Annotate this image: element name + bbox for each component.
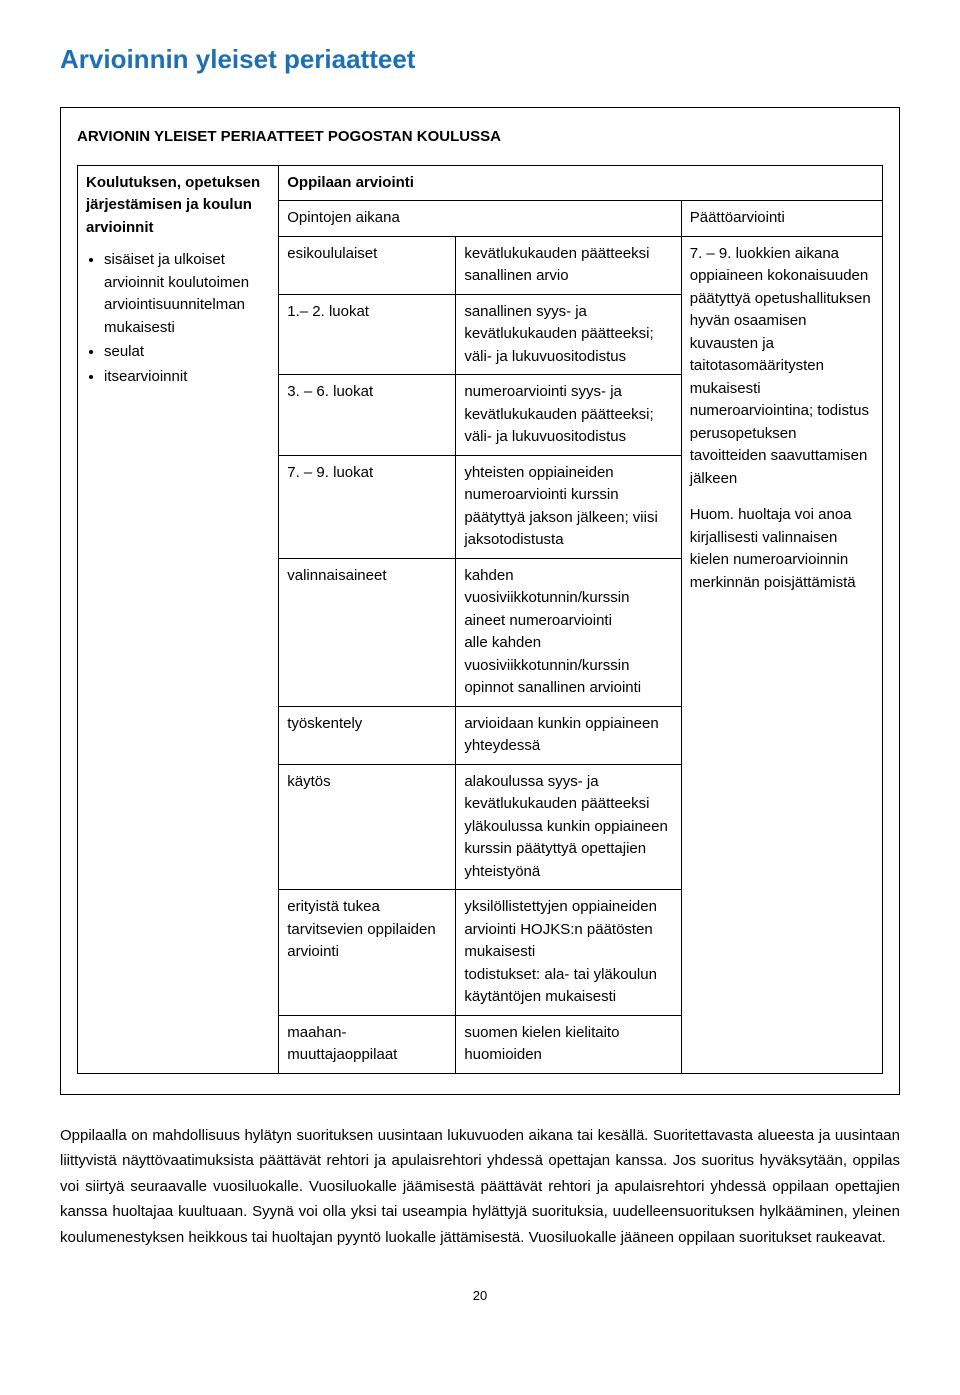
left-bullets: sisäiset ja ulkoiset arvioinnit koulutoi…	[86, 249, 270, 388]
page-title: Arvioinnin yleiset periaatteet	[60, 40, 900, 79]
row-c2: sanallinen syys- ja kevätlukukauden päät…	[456, 294, 681, 375]
right-p1: 7. – 9. luokkien aikana oppiaineen kokon…	[690, 243, 874, 491]
row-c1: käytös	[279, 764, 456, 890]
left-intro: Koulutuksen, opetuksen järjestämisen ja …	[86, 174, 260, 236]
row-c1: valinnaisaineet	[279, 558, 456, 706]
row-c1: esikoululaiset	[279, 236, 456, 294]
row-c1: maahan-muuttajaoppilaat	[279, 1015, 456, 1073]
row-c1: työskentely	[279, 706, 456, 764]
row-c2: arvioidaan kunkin oppiaineen yhteydessä	[456, 706, 681, 764]
opintojen-sub: Opintojen aikana	[279, 201, 681, 237]
right-p2: Huom. huoltaja voi anoa kirjallisesti va…	[690, 504, 874, 594]
row-c2: kevätlukukauden päätteeksi sanallinen ar…	[456, 236, 681, 294]
principles-table: Koulutuksen, opetuksen järjestämisen ja …	[77, 165, 883, 1074]
page-number: 20	[60, 1286, 900, 1306]
row-c1: 3. – 6. luokat	[279, 375, 456, 456]
box-heading: ARVIONIN YLEISET PERIAATTEET POGOSTAN KO…	[77, 126, 883, 149]
row-c1: 7. – 9. luokat	[279, 455, 456, 558]
principles-box: ARVIONIN YLEISET PERIAATTEET POGOSTAN KO…	[60, 107, 900, 1095]
row-c2: alakoulussa syys- ja kevätlukukauden pää…	[456, 764, 681, 890]
list-item: seulat	[104, 341, 270, 364]
row-c2: numeroarviointi syys- ja kevätlukukauden…	[456, 375, 681, 456]
row-c2: yksilöllistettyjen oppiaineiden arvioint…	[456, 890, 681, 1016]
oppilaan-header: Oppilaan arviointi	[279, 165, 883, 201]
row-c2: yhteisten oppiaineiden numeroarviointi k…	[456, 455, 681, 558]
paattoarviointi-header: Päättöarviointi	[681, 201, 882, 237]
row-c1: erityistä tukea tarvitsevien oppilaiden …	[279, 890, 456, 1016]
oppilaan-header-text: Oppilaan arviointi	[287, 174, 414, 191]
row-c1: 1.– 2. luokat	[279, 294, 456, 375]
right-column-body: 7. – 9. luokkien aikana oppiaineen kokon…	[681, 236, 882, 1073]
left-column: Koulutuksen, opetuksen järjestämisen ja …	[78, 165, 279, 1073]
body-paragraph: Oppilaalla on mahdollisuus hylätyn suori…	[60, 1123, 900, 1251]
row-c2: suomen kielen kielitaito huomioiden	[456, 1015, 681, 1073]
list-item: itsearvioinnit	[104, 366, 270, 389]
row-c2: kahden vuosiviikkotunnin/kurssin aineet …	[456, 558, 681, 706]
list-item: sisäiset ja ulkoiset arvioinnit koulutoi…	[104, 249, 270, 339]
